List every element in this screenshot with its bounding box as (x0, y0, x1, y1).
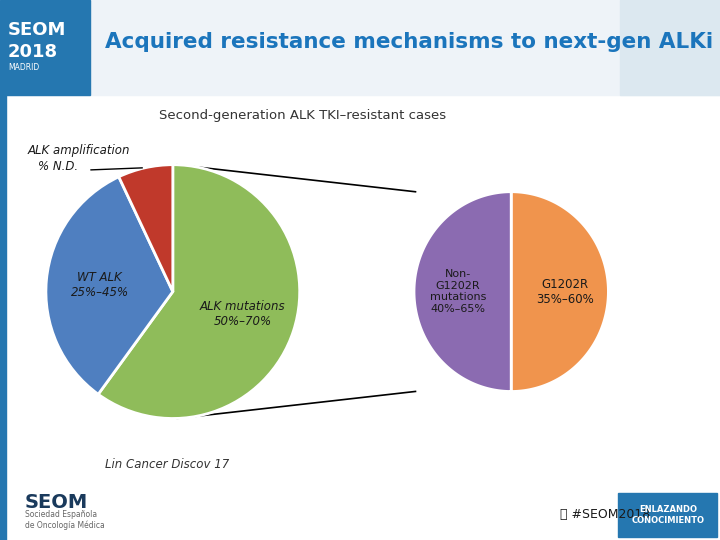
Text: ENLAZANDO
CONOCIMIENTO: ENLAZANDO CONOCIMIENTO (631, 505, 704, 525)
FancyBboxPatch shape (618, 493, 717, 537)
Text: ⁠🐦 #SEOM2018: ⁠🐦 #SEOM2018 (560, 509, 650, 522)
Wedge shape (46, 177, 173, 394)
Text: WT ALK
25%–45%: WT ALK 25%–45% (71, 271, 129, 299)
Text: Lin Cancer Discov 17: Lin Cancer Discov 17 (105, 458, 229, 471)
Text: 2018: 2018 (8, 43, 58, 61)
FancyBboxPatch shape (620, 0, 720, 95)
FancyBboxPatch shape (0, 0, 720, 95)
Text: Sociedad Española
de Oncología Médica: Sociedad Española de Oncología Médica (25, 510, 104, 530)
Text: SEOM: SEOM (25, 492, 89, 511)
Text: Non-
G1202R
mutations
40%–65%: Non- G1202R mutations 40%–65% (430, 269, 486, 314)
Wedge shape (98, 165, 300, 418)
Text: ALK amplification: ALK amplification (28, 144, 130, 157)
FancyBboxPatch shape (0, 0, 90, 95)
Text: G1202R
35%–60%: G1202R 35%–60% (536, 278, 593, 306)
Text: Second-generation ALK TKI–resistant cases: Second-generation ALK TKI–resistant case… (159, 109, 446, 122)
Text: % N.D.: % N.D. (38, 160, 78, 173)
Wedge shape (119, 165, 173, 292)
Text: MADRID: MADRID (8, 64, 40, 72)
Text: ALK mutations
50%–70%: ALK mutations 50%–70% (200, 300, 286, 328)
FancyBboxPatch shape (0, 95, 6, 540)
Polygon shape (414, 192, 511, 392)
Text: Acquired resistance mechanisms to next-gen ALKi: Acquired resistance mechanisms to next-g… (105, 32, 713, 52)
Text: SEOM: SEOM (8, 21, 66, 39)
Polygon shape (511, 192, 608, 392)
